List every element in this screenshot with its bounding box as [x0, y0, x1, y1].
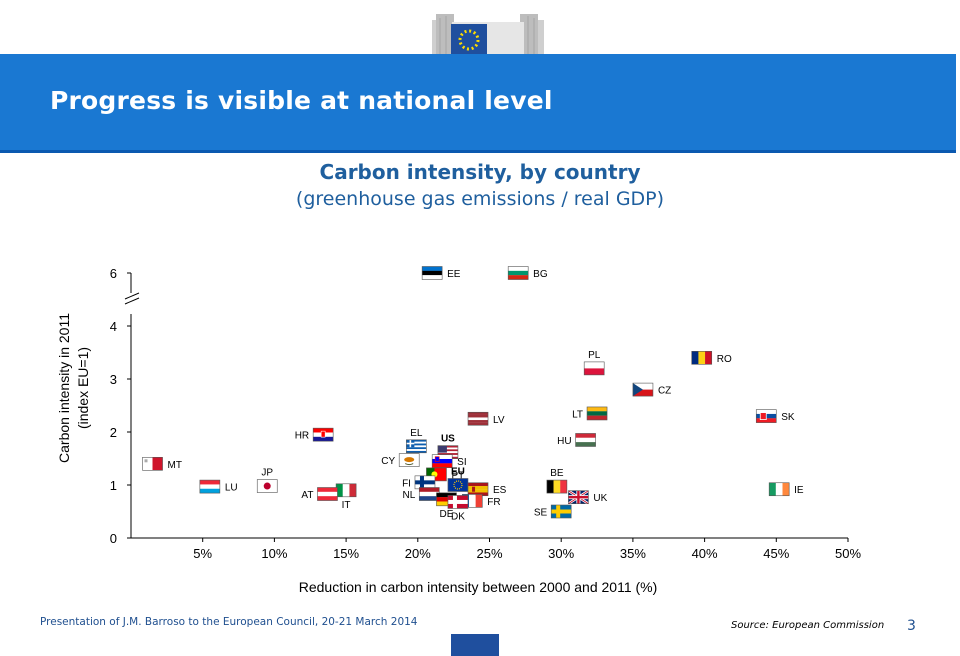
chart-subtitle: (greenhouse gas emissions / real GDP)	[295, 188, 665, 210]
point-label: CZ	[658, 386, 671, 397]
flag-pl-icon	[583, 361, 605, 376]
point-label: AT	[301, 490, 313, 501]
x-tick-label: 45%	[763, 546, 789, 561]
flag-at-icon	[317, 487, 338, 501]
point-label: SI	[457, 457, 466, 468]
y-tick-label: 0	[110, 531, 117, 546]
source-label: Source:	[731, 620, 769, 631]
x-tick-label: 10%	[261, 546, 287, 561]
x-axis-label: Reduction in carbon intensity between 20…	[299, 579, 658, 595]
flag-bg-icon	[507, 266, 529, 280]
x-tick-label: 30%	[548, 546, 574, 561]
flag-hu-icon	[575, 433, 596, 447]
point-label: LT	[572, 409, 583, 420]
flag-dk-icon	[447, 495, 469, 509]
x-tick-label: 50%	[835, 546, 861, 561]
slide-title: Progress is visible at national level	[50, 86, 553, 115]
flag-lu-icon	[199, 479, 221, 494]
x-tick-label: 35%	[620, 546, 646, 561]
point-label: BG	[533, 269, 548, 280]
chart-axes: 0 1 2 3 4 6 5% 10% 15% 20% 25% 30% 35% 40% 45% 50%	[110, 266, 862, 561]
y-tick-label: 2	[110, 425, 117, 440]
point-label: HR	[295, 431, 309, 442]
flag-es-icon	[467, 482, 489, 497]
point-label: PT	[451, 470, 464, 481]
flag-se-icon	[550, 504, 572, 519]
y-axis-label-line-2: (index EU=1)	[75, 347, 91, 429]
point-label: EU	[451, 467, 465, 478]
flag-el-icon	[406, 439, 427, 454]
y-tick-label: 1	[110, 478, 117, 493]
x-tick-label: 5%	[193, 546, 212, 561]
flag-sk-icon	[755, 409, 777, 423]
point-label: UK	[593, 493, 607, 504]
y-axis-label-line-1: Carbon intensity in 2011	[56, 313, 72, 463]
point-label: EL	[410, 428, 423, 439]
title-banner: Progress is visible at national level	[0, 54, 956, 153]
flag-ee-icon	[421, 266, 443, 280]
point-label: PL	[588, 350, 601, 361]
y-tick-label: 6	[110, 266, 117, 281]
y-tick-label: 4	[110, 319, 117, 334]
point-label: IT	[342, 500, 351, 511]
flag-lv-icon	[467, 411, 489, 426]
flag-uk-icon	[567, 489, 590, 505]
flag-si-icon	[431, 454, 453, 468]
scatter-chart: 0 1 2 3 4 6 5% 10% 15% 20% 25% 30% 35% 40% 45% 50% BG EE…	[56, 266, 862, 595]
x-tick-label: 25%	[476, 546, 502, 561]
point-label: HU	[557, 436, 571, 447]
flag-ie-icon	[768, 482, 790, 497]
flag-ro-icon	[691, 351, 713, 365]
point-label: JP	[261, 468, 273, 479]
point-label: FI	[402, 478, 411, 489]
flag-jp-icon	[256, 479, 278, 493]
point-label: SK	[781, 412, 795, 423]
flag-it-icon	[335, 483, 357, 498]
point-label: RO	[717, 354, 732, 365]
eu-flag-strip	[451, 634, 499, 656]
point-label: CY	[381, 456, 395, 467]
flag-fi-icon	[414, 475, 436, 490]
x-tick-label: 40%	[692, 546, 718, 561]
point-label: NL	[402, 490, 415, 501]
flag-lt-icon	[586, 406, 608, 421]
point-label: IE	[794, 485, 804, 496]
point-label: ES	[493, 485, 507, 496]
point-label: FR	[487, 497, 500, 508]
source-value: European Commission	[772, 620, 885, 631]
axis-break-mark	[124, 292, 140, 300]
point-label: SE	[534, 508, 548, 519]
point-label: LU	[225, 483, 238, 494]
point-label: DE	[440, 509, 454, 520]
source-note: Source: European Commission	[731, 620, 884, 631]
flag-hr-icon	[312, 427, 334, 442]
axis-break-mark	[124, 297, 140, 305]
page-number: 3	[907, 618, 916, 634]
point-label: DK	[451, 511, 465, 522]
point-label: MT	[168, 460, 182, 471]
x-tick-label: 15%	[333, 546, 359, 561]
point-label: BE	[550, 468, 564, 479]
point-label: EE	[447, 269, 461, 280]
y-tick-label: 3	[110, 372, 117, 387]
flag-eu-icon	[447, 478, 469, 492]
point-label: LV	[493, 415, 505, 426]
flag-be-icon	[546, 479, 568, 494]
flag-cz-icon	[632, 382, 654, 397]
flag-cy-icon	[398, 453, 420, 467]
point-label: US	[441, 434, 455, 445]
chart-title: Carbon intensity, by country	[319, 160, 641, 184]
flag-mt-icon	[142, 457, 163, 471]
presentation-note: Presentation of J.M. Barroso to the Euro…	[40, 616, 418, 628]
x-tick-label: 20%	[405, 546, 431, 561]
